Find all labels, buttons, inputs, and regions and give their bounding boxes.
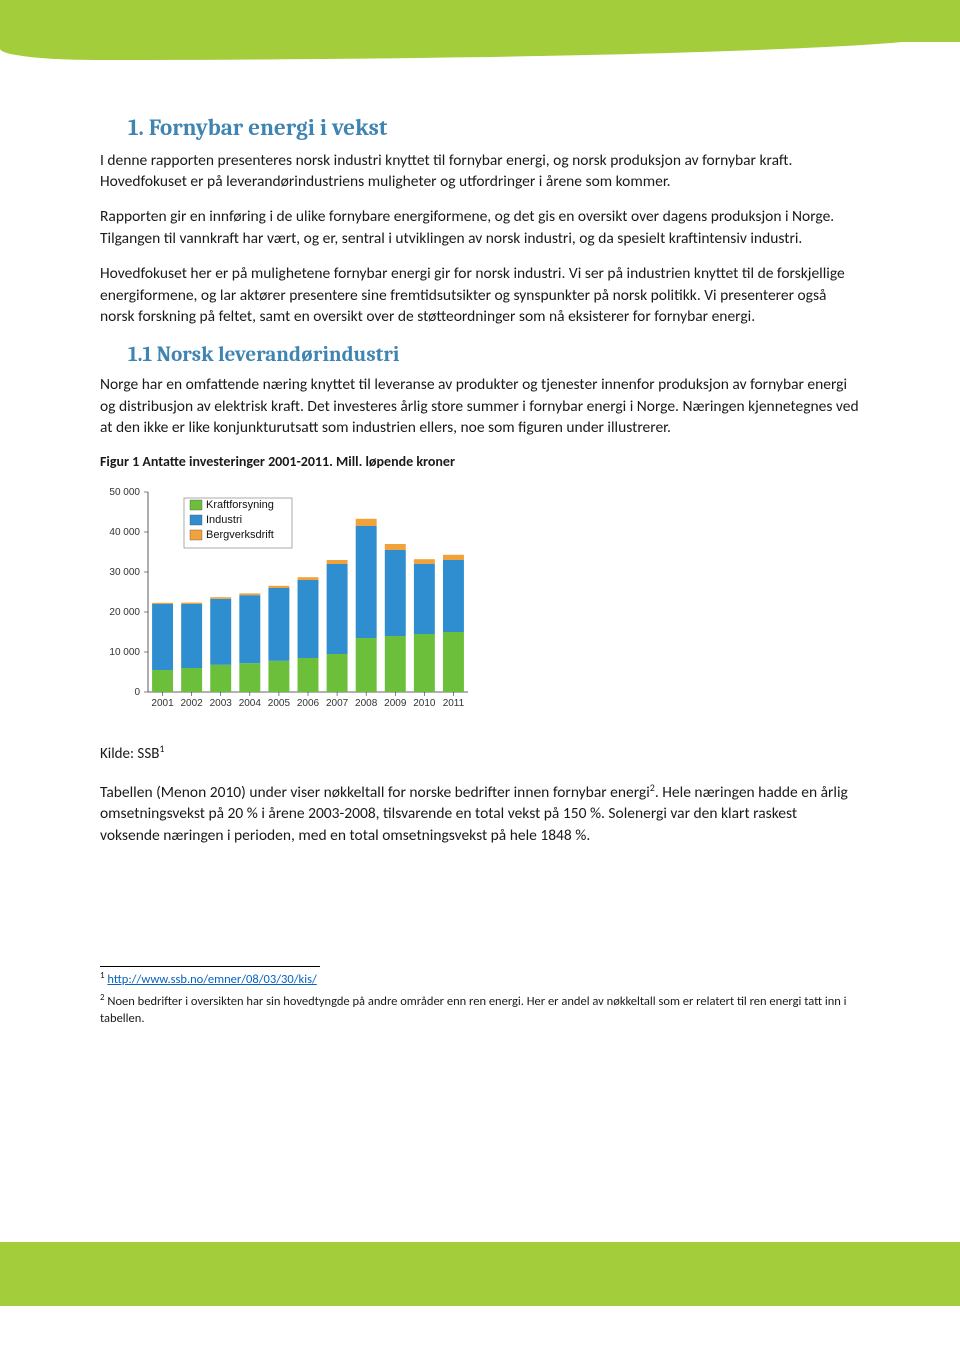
paragraph-4: Norge har en omfattende næring knyttet t…: [100, 374, 860, 438]
source-label: Kilde: SSB: [100, 745, 159, 763]
svg-text:2003: 2003: [210, 698, 233, 709]
p5-part-a: Tabellen (Menon 2010) under viser nøkkel…: [100, 783, 650, 802]
svg-text:2010: 2010: [413, 698, 436, 709]
heading-1-1: 1.1 Norsk leverandørindustri: [128, 341, 860, 370]
svg-text:2006: 2006: [297, 698, 320, 709]
svg-text:40 000: 40 000: [109, 527, 140, 538]
figure-caption: Figur 1 Antatte investeringer 2001-2011.…: [100, 452, 860, 471]
svg-text:2011: 2011: [443, 698, 465, 709]
svg-text:2002: 2002: [181, 698, 204, 709]
paragraph-3: Hovedfokuset her er på mulighetene forny…: [100, 263, 860, 327]
svg-text:Bergverksdrift: Bergverksdrift: [206, 529, 274, 541]
svg-text:2005: 2005: [268, 698, 291, 709]
footnote-number-1: 1: [100, 970, 105, 981]
svg-text:0: 0: [134, 687, 140, 698]
source-line: Kilde: SSB1: [100, 742, 860, 765]
bottom-banner: [0, 1242, 960, 1306]
svg-text:2001: 2001: [151, 698, 174, 709]
svg-text:50 000: 50 000: [109, 487, 140, 498]
svg-text:30 000: 30 000: [109, 567, 140, 578]
top-banner: [0, 0, 960, 42]
heading-1: 1. Fornybar energi i vekst: [128, 112, 860, 144]
paragraph-2: Rapporten gir en innføring i de ulike fo…: [100, 206, 860, 249]
svg-text:20 000: 20 000: [109, 607, 140, 618]
page-content: 1. Fornybar energi i vekst I denne rappo…: [0, 42, 960, 1242]
svg-text:2008: 2008: [355, 698, 378, 709]
footnote-2: 2 Noen bedrifter i oversikten har sin ho…: [100, 992, 860, 1028]
paragraph-intro: I denne rapporten presenteres norsk indu…: [100, 150, 860, 193]
stacked-bar-chart: 0 10 000 20 000 30 000 40 000 50 000 2001 2002 2…: [100, 482, 480, 722]
footnote-1-link[interactable]: http://www.ssb.no/emner/08/03/30/kis/: [107, 972, 316, 987]
svg-text:2007: 2007: [326, 698, 349, 709]
svg-text:2004: 2004: [239, 698, 262, 709]
footnote-1: 1 http://www.ssb.no/emner/08/03/30/kis/: [100, 970, 860, 989]
svg-text:10 000: 10 000: [109, 647, 140, 658]
svg-text:Kraftforsyning: Kraftforsyning: [206, 499, 274, 511]
chart-container: 0 10 000 20 000 30 000 40 000 50 000 2001 2002 2…: [100, 482, 480, 728]
svg-text:Industri: Industri: [206, 514, 242, 526]
footnote-2-text: Noen bedrifter i oversikten har sin hove…: [100, 994, 847, 1026]
footnote-ref-1: 1: [159, 742, 164, 755]
footnote-number-2: 2: [100, 992, 105, 1003]
paragraph-5: Tabellen (Menon 2010) under viser nøkkel…: [100, 781, 860, 846]
svg-text:2009: 2009: [384, 698, 407, 709]
footnote-separator: [100, 966, 320, 967]
